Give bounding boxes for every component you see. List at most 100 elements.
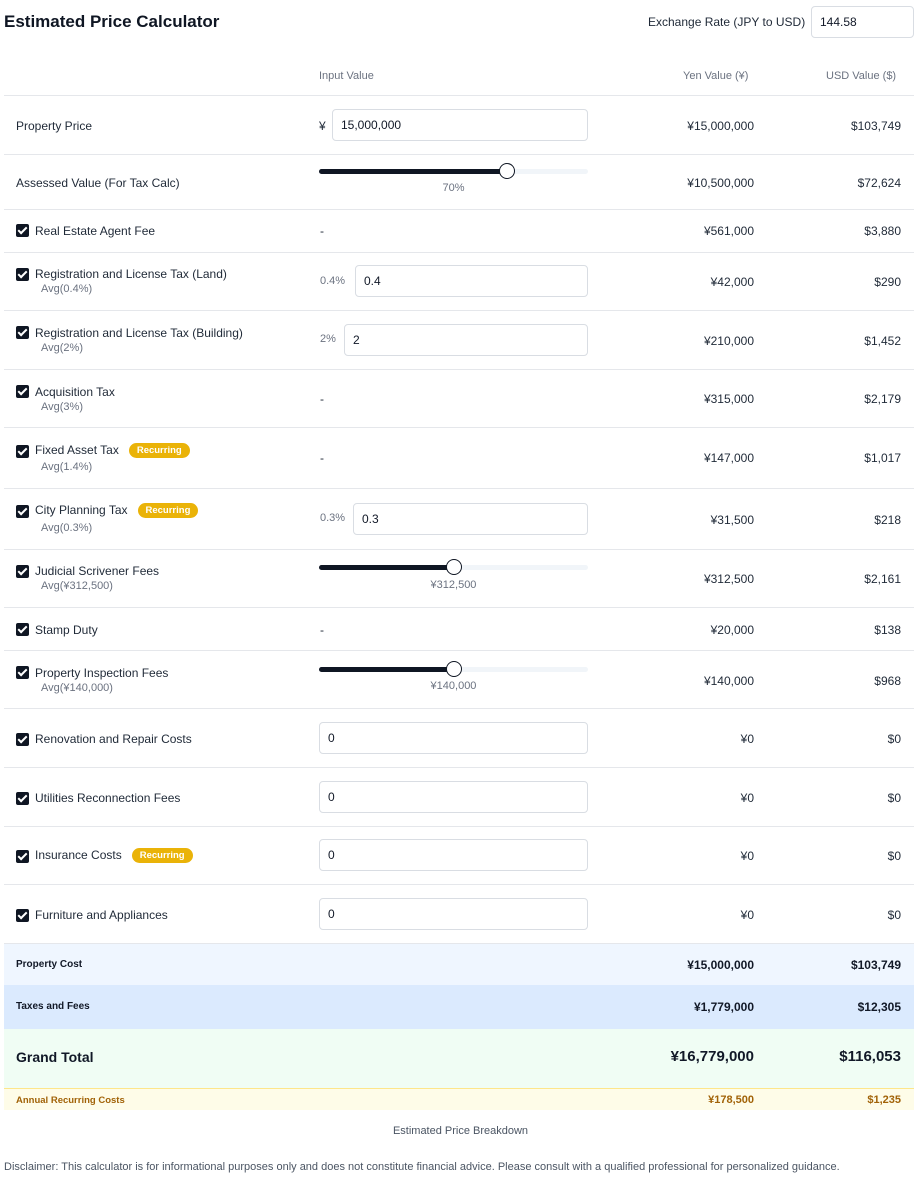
utilities-fees-checkbox[interactable] bbox=[16, 792, 29, 805]
row-insurance-costs: Insurance Costs Recurring ¥0 $0 bbox=[4, 826, 914, 884]
slider-thumb[interactable] bbox=[445, 559, 462, 575]
yen-value: ¥10,500,000 bbox=[687, 176, 754, 190]
recurring-badge: Recurring bbox=[137, 503, 199, 518]
usd-value: $290 bbox=[874, 275, 901, 289]
inspection-fees-checkbox[interactable] bbox=[16, 666, 29, 679]
row-city-planning-tax: City Planning Tax Recurring Avg(0.3%) 0.3… bbox=[4, 488, 914, 549]
row-reg-tax-building: Registration and License Tax (Building) … bbox=[4, 310, 914, 369]
yen-value: ¥561,000 bbox=[703, 224, 754, 238]
row-label-text: City Planning Tax bbox=[35, 503, 128, 517]
row-assessed-value: Assessed Value (For Tax Calc) 70% ¥10,50… bbox=[4, 154, 914, 209]
scrivener-fees-slider[interactable] bbox=[319, 559, 588, 575]
summary-recurring: Annual Recurring Costs ¥178,500 $1,235 bbox=[4, 1088, 914, 1110]
slider-thumb[interactable] bbox=[499, 163, 516, 179]
row-average: Avg(2%) bbox=[41, 342, 83, 354]
summary-usd: $103,749 bbox=[850, 958, 901, 972]
furniture-checkbox[interactable] bbox=[16, 909, 29, 922]
row-label: Insurance Costs Recurring bbox=[35, 848, 193, 863]
row-average: Avg(1.4%) bbox=[41, 461, 93, 473]
row-average: Avg(0.4%) bbox=[41, 283, 93, 295]
reg-tax-building-checkbox[interactable] bbox=[16, 326, 29, 339]
agent-fee-checkbox[interactable] bbox=[16, 224, 29, 237]
yen-value: ¥42,000 bbox=[710, 275, 754, 289]
row-scrivener-fees: Judicial Scrivener Fees Avg(¥312,500) ¥3… bbox=[4, 549, 914, 607]
yen-value: ¥0 bbox=[740, 791, 754, 805]
usd-value: $0 bbox=[887, 908, 901, 922]
row-stamp-duty: Stamp Duty - ¥20,000 $138 bbox=[4, 607, 914, 650]
row-average: Avg(¥312,500) bbox=[41, 580, 113, 592]
furniture-input[interactable] bbox=[319, 898, 588, 930]
slider-thumb[interactable] bbox=[445, 661, 462, 677]
row-fixed-asset-tax: Fixed Asset Tax Recurring Avg(1.4%) - ¥14… bbox=[4, 427, 914, 488]
row-furniture: Furniture and Appliances ¥0 $0 bbox=[4, 884, 914, 943]
column-header-yen: Yen Value (¥) bbox=[683, 70, 749, 82]
insurance-costs-input[interactable] bbox=[319, 839, 588, 871]
acquisition-tax-checkbox[interactable] bbox=[16, 385, 29, 398]
property-price-input[interactable] bbox=[332, 109, 588, 141]
row-label-text: Fixed Asset Tax bbox=[35, 443, 119, 457]
row-label: Fixed Asset Tax Recurring bbox=[35, 443, 190, 458]
exchange-rate-input[interactable] bbox=[811, 6, 914, 38]
renovation-costs-checkbox[interactable] bbox=[16, 733, 29, 746]
input-placeholder-dash: - bbox=[320, 451, 324, 465]
row-average: Avg(3%) bbox=[41, 401, 83, 413]
summary-label: Property Cost bbox=[16, 959, 83, 970]
row-average: Avg(¥140,000) bbox=[41, 682, 113, 694]
usd-value: $0 bbox=[887, 732, 901, 746]
usd-value: $2,179 bbox=[864, 392, 901, 406]
usd-value: $218 bbox=[874, 513, 901, 527]
stamp-duty-checkbox[interactable] bbox=[16, 623, 29, 636]
usd-value: $0 bbox=[887, 791, 901, 805]
yen-value: ¥15,000,000 bbox=[687, 119, 754, 133]
disclaimer: Disclaimer: This calculator is for infor… bbox=[4, 1161, 840, 1173]
row-acquisition-tax: Acquisition Tax Avg(3%) - ¥315,000 $2,17… bbox=[4, 369, 914, 427]
usd-value: $138 bbox=[874, 623, 901, 637]
usd-value: $72,624 bbox=[857, 176, 901, 190]
yen-value: ¥312,500 bbox=[703, 572, 754, 586]
slider-value: ¥312,500 bbox=[430, 579, 477, 591]
usd-value: $1,017 bbox=[864, 451, 901, 465]
row-label: Assessed Value (For Tax Calc) bbox=[16, 176, 180, 190]
row-property-price: Property Price ¥ ¥15,000,000 $103,749 bbox=[4, 95, 914, 154]
row-agent-fee: Real Estate Agent Fee - ¥561,000 $3,880 bbox=[4, 209, 914, 252]
grand-total-usd: $116,053 bbox=[839, 1048, 901, 1065]
header: Estimated Price Calculator Exchange Rate… bbox=[0, 0, 921, 44]
column-header-usd: USD Value ($) bbox=[826, 70, 897, 82]
utilities-fees-input[interactable] bbox=[319, 781, 588, 813]
reg-tax-land-input[interactable] bbox=[355, 265, 588, 297]
yen-value: ¥0 bbox=[740, 732, 754, 746]
row-renovation-costs: Renovation and Repair Costs ¥0 $0 bbox=[4, 708, 914, 767]
percent-hint: 0.3% bbox=[320, 512, 346, 524]
assessed-value-slider[interactable] bbox=[319, 163, 588, 179]
recurring-yen: ¥178,500 bbox=[708, 1094, 754, 1106]
city-planning-tax-checkbox[interactable] bbox=[16, 505, 29, 518]
input-placeholder-dash: - bbox=[320, 392, 324, 406]
renovation-costs-input[interactable] bbox=[319, 722, 588, 754]
scrivener-fees-checkbox[interactable] bbox=[16, 565, 29, 578]
summary-yen: ¥15,000,000 bbox=[687, 958, 754, 972]
yen-symbol: ¥ bbox=[319, 119, 326, 133]
page-title: Estimated Price Calculator bbox=[4, 12, 220, 31]
slider-value: ¥140,000 bbox=[430, 680, 477, 692]
reg-tax-land-checkbox[interactable] bbox=[16, 268, 29, 281]
fixed-asset-tax-checkbox[interactable] bbox=[16, 445, 29, 458]
usd-value: $0 bbox=[887, 849, 901, 863]
yen-value: ¥147,000 bbox=[703, 451, 754, 465]
row-label: Renovation and Repair Costs bbox=[35, 732, 192, 746]
reg-tax-building-input[interactable] bbox=[344, 324, 588, 356]
usd-value: $2,161 bbox=[864, 572, 901, 586]
grand-total-yen: ¥16,779,000 bbox=[670, 1048, 754, 1065]
city-planning-tax-input[interactable] bbox=[353, 503, 588, 535]
yen-value: ¥20,000 bbox=[710, 623, 754, 637]
column-header-input: Input Value bbox=[319, 70, 374, 82]
insurance-costs-checkbox[interactable] bbox=[16, 850, 29, 863]
usd-value: $3,880 bbox=[864, 224, 901, 238]
grand-total-label: Grand Total bbox=[16, 1049, 94, 1065]
recurring-usd: $1,235 bbox=[867, 1094, 901, 1106]
row-label: Stamp Duty bbox=[35, 623, 98, 637]
row-label: Real Estate Agent Fee bbox=[35, 224, 156, 238]
row-label: Registration and License Tax (Land) bbox=[35, 267, 227, 281]
summary-property-cost: Property Cost ¥15,000,000 $103,749 bbox=[4, 943, 914, 985]
inspection-fees-slider[interactable] bbox=[319, 661, 588, 677]
breakdown-caption: Estimated Price Breakdown bbox=[392, 1125, 529, 1137]
